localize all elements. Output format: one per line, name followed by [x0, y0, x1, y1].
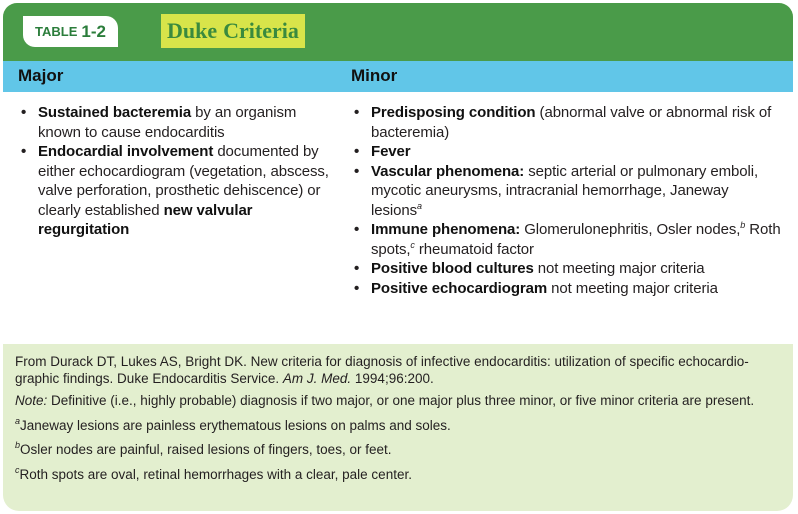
- criterion-term-secondary: new valvular regurgitation: [38, 201, 253, 239]
- duke-criteria-table: TABLE 1-2 Duke Criteria Major Minor • Sus…: [3, 3, 793, 511]
- list-item: • Positive echocardiogram not meeting maj…: [351, 279, 783, 299]
- footnote-text: Roth spots are oval, retinal hemorrhages…: [19, 466, 412, 482]
- criterion-term: Positive blood cultures: [371, 260, 534, 277]
- list-item: • Sustained bacteremia by an organism kno…: [18, 103, 336, 142]
- table-title: Duke Criteria: [161, 14, 305, 48]
- source-reference: From Durack DT, Lukes AS, Bright DK. New…: [15, 354, 785, 387]
- criterion-term: Positive echocardiogram: [371, 279, 548, 297]
- table-footer: From Durack DT, Lukes AS, Bright DK. New…: [15, 354, 785, 491]
- title-bar: TABLE 1-2 Duke Criteria: [3, 3, 793, 61]
- bullet-icon: •: [354, 104, 360, 121]
- footnote-text: Osler nodes are painful, raised lesions …: [20, 442, 392, 457]
- major-column-heading: Major: [18, 66, 64, 85]
- footnote-mark: b: [15, 440, 21, 450]
- criterion-term: Fever: [371, 143, 411, 160]
- minor-criteria-column: • Predisposing condition (abnormal valve …: [351, 103, 783, 298]
- minor-criteria-list: • Predisposing condition (abnormal valve …: [351, 103, 783, 298]
- note-label: Note:: [15, 393, 48, 408]
- bullet-icon: •: [354, 221, 360, 238]
- minor-column-heading: Minor: [351, 66, 398, 85]
- criterion-term: Vascular phenomena:: [371, 162, 525, 180]
- criterion-text: septic arterial or pulmonary emboli, myc…: [371, 162, 759, 219]
- list-item: • Predisposing condition (abnormal valve …: [351, 103, 783, 142]
- footnote-a: aJaneway lesions are painless erythemato…: [15, 415, 785, 435]
- table-number: 1-2: [81, 21, 106, 41]
- footnote-text: Janeway lesions are painless erythematou…: [20, 417, 451, 433]
- criterion-text: documented by either echocardiogram (veg…: [38, 143, 329, 219]
- criterion-term: Sustained bacteremia: [38, 104, 192, 121]
- criterion-text: not meeting major criteria: [547, 279, 718, 297]
- major-criteria-column: • Sustained bacteremia by an organism kno…: [18, 103, 336, 240]
- list-item: • Vascular phenomena: septic arterial or …: [351, 162, 783, 221]
- list-item: • Fever: [351, 142, 783, 162]
- table-title-word2: Criteria: [223, 18, 299, 43]
- bullet-icon: •: [354, 260, 360, 277]
- footnote-mark: c: [15, 464, 20, 475]
- bullet-icon: •: [354, 162, 360, 180]
- table-label: TABLE: [35, 24, 78, 39]
- reference-tail: 1994;96:200.: [351, 370, 434, 386]
- note: Note: Definitive (i.e., highly probable)…: [15, 393, 785, 410]
- reference-text: From Durack DT, Lukes AS, Bright DK. New…: [15, 354, 749, 386]
- criterion-text: rheumatoid factor: [414, 240, 534, 258]
- bullet-icon: •: [21, 104, 27, 121]
- footnote-c: cRoth spots are oval, retinal hemorrhage…: [15, 464, 785, 484]
- criterion-text: Glomerulonephritis, Osler nodes,: [520, 221, 741, 238]
- footnote-ref: c: [410, 239, 415, 250]
- list-item: • Positive blood cultures not meeting maj…: [351, 259, 783, 279]
- footnote-mark: a: [15, 415, 21, 426]
- criterion-term: Endocardial involvement: [38, 143, 214, 160]
- criterion-text: (abnormal valve or abnormal risk of bact…: [371, 104, 772, 141]
- major-criteria-list: • Sustained bacteremia by an organism kno…: [18, 103, 336, 240]
- table-title-word1: Duke: [167, 18, 218, 43]
- criterion-text: by an organism known to cause endocardit…: [38, 104, 297, 141]
- reference-journal: Am J. Med.: [282, 370, 352, 386]
- criterion-text: Roth spots,: [371, 221, 781, 258]
- bullet-icon: •: [21, 143, 27, 160]
- column-header-row: Major Minor: [3, 61, 793, 92]
- footnote-ref: a: [417, 200, 422, 211]
- footnote-ref: b: [740, 220, 746, 230]
- table-number-tag: TABLE 1-2: [23, 16, 118, 47]
- list-item: • Endocardial involvement documented by e…: [18, 142, 336, 240]
- criteria-body: • Sustained bacteremia by an organism kno…: [3, 92, 793, 344]
- criterion-term: Immune phenomena:: [371, 221, 521, 238]
- footnote-b: bOsler nodes are painful, raised lesions…: [15, 440, 785, 459]
- criterion-text: not meeting major criteria: [533, 260, 705, 277]
- criterion-term: Predisposing condition: [371, 104, 536, 121]
- bullet-icon: •: [354, 143, 360, 160]
- note-text: Definitive (i.e., highly probable) diagn…: [47, 393, 755, 408]
- list-item: • Immune phenomena: Glomerulonephritis, O…: [351, 220, 783, 259]
- bullet-icon: •: [354, 279, 360, 297]
